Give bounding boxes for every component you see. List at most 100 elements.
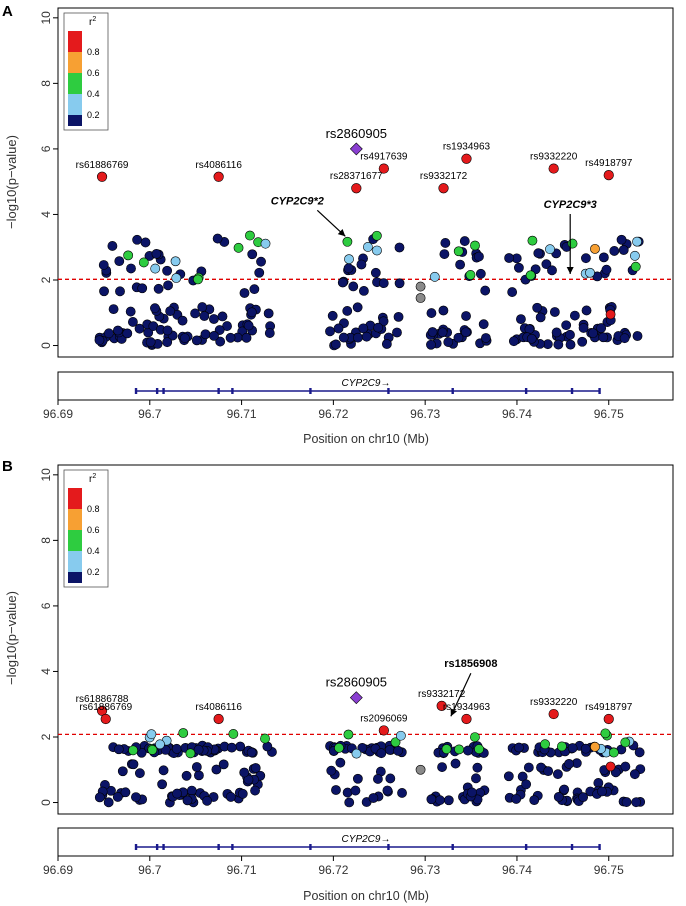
data-point	[373, 322, 384, 333]
data-point	[331, 785, 341, 795]
data-point	[99, 286, 109, 297]
data-point	[170, 256, 181, 267]
exon	[134, 388, 138, 394]
data-point	[567, 238, 578, 249]
panel-label: A	[2, 3, 13, 20]
data-point	[385, 773, 396, 784]
y-axis-label: −log10(p−value)	[4, 591, 19, 685]
data-point	[426, 794, 437, 805]
x-tick-label: 96.69	[43, 407, 73, 421]
data-point	[590, 243, 600, 254]
data-point	[225, 332, 236, 343]
snp-label: rs4918797	[585, 702, 633, 713]
y-tick-label: 2	[39, 733, 53, 740]
data-point	[552, 769, 563, 780]
data-point	[480, 285, 491, 296]
plot-frame	[57, 464, 674, 815]
data-point	[527, 235, 538, 246]
data-point	[471, 773, 481, 784]
data-point	[470, 732, 480, 742]
data-point	[523, 762, 534, 773]
data-point	[507, 287, 518, 297]
data-point	[128, 759, 139, 770]
legend-swatch-red	[68, 31, 82, 52]
data-point	[343, 729, 354, 740]
data-point	[598, 252, 609, 263]
data-point	[605, 309, 616, 320]
data-point	[438, 305, 449, 316]
data-point	[264, 328, 275, 338]
data-point	[588, 328, 598, 339]
x-tick-label: 96.74	[502, 863, 532, 877]
callout-label: rs1856908	[444, 658, 497, 670]
data-point	[463, 745, 473, 756]
data-point	[134, 323, 145, 334]
data-point	[578, 792, 589, 803]
data-point	[162, 265, 173, 276]
data-point	[439, 249, 450, 259]
data-point	[145, 337, 156, 347]
data-point	[249, 284, 260, 295]
y-axis-label: −log10(p−value)	[4, 135, 19, 229]
data-point	[578, 323, 589, 333]
annotated-point	[436, 700, 447, 711]
data-point	[567, 743, 578, 753]
data-point	[475, 268, 486, 279]
data-point	[470, 240, 480, 251]
annotated-point	[461, 713, 472, 725]
data-point	[123, 250, 134, 261]
data-point	[474, 251, 484, 262]
exon	[217, 844, 220, 850]
data-point	[596, 323, 607, 333]
x-tick-label: 96.75	[594, 407, 624, 421]
data-point	[163, 280, 173, 291]
x-tick-label: 96.71	[227, 407, 257, 421]
legend-swatch-green	[68, 73, 82, 94]
exon	[217, 388, 220, 394]
exon	[598, 844, 601, 850]
snp-label: rs4917639	[360, 152, 408, 163]
data-point	[441, 744, 452, 754]
exon	[570, 388, 574, 394]
data-point	[561, 320, 572, 331]
data-point	[181, 770, 192, 781]
data-point	[353, 332, 363, 343]
data-point	[426, 308, 437, 318]
data-point	[351, 748, 362, 759]
legend-swatch-navy	[68, 115, 82, 126]
data-point	[376, 748, 387, 759]
data-point	[620, 737, 631, 748]
data-point	[556, 741, 567, 752]
r2-legend: r2 0.8 0.6 0.4 0.2	[63, 469, 109, 588]
annotated-point	[548, 708, 559, 720]
data-point	[453, 332, 464, 343]
data-point	[115, 286, 125, 297]
data-point	[348, 281, 359, 292]
data-point	[352, 302, 363, 313]
callout-arrowhead	[566, 266, 574, 274]
data-point	[112, 792, 123, 802]
plot-frame	[57, 7, 674, 358]
data-point	[246, 307, 257, 318]
legend-swatch-navy	[68, 572, 82, 583]
data-point	[137, 283, 148, 294]
data-point	[630, 261, 641, 272]
data-point	[250, 785, 260, 796]
data-point	[209, 330, 219, 341]
x-tick-label: 96.75	[594, 863, 624, 877]
legend-swatch-lightblue	[68, 94, 82, 115]
data-point	[218, 759, 229, 770]
y-tick-label: 8	[39, 537, 53, 544]
data-point	[134, 768, 145, 779]
data-point	[443, 337, 454, 347]
data-point	[260, 733, 270, 744]
data-point	[397, 788, 407, 798]
data-point	[138, 257, 149, 268]
snp-annotations: rs61886769 rs28371677 rs4086116 rs4917639 rs…	[76, 126, 633, 274]
gene-track	[134, 844, 601, 850]
data-point	[581, 253, 591, 264]
annotated-point	[603, 170, 614, 181]
data-point	[186, 785, 197, 796]
data-point	[171, 743, 182, 754]
y-tick-label: 0	[39, 799, 53, 806]
